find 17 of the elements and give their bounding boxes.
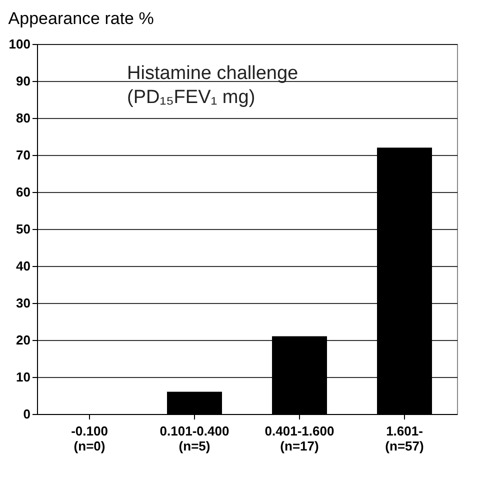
x-tick-label: 0.101-0.400 (n=5) xyxy=(160,424,230,454)
y-tick-label: 10 xyxy=(16,370,30,384)
y-tick-label: 30 xyxy=(16,296,30,310)
y-tick-label: 20 xyxy=(16,332,30,348)
y-tick-label: 90 xyxy=(16,74,30,88)
chart-title: Appearance rate % xyxy=(8,9,154,28)
y-tick-label: 70 xyxy=(16,148,30,162)
x-tick-label: -0.100 (n=0) xyxy=(71,424,108,454)
y-tick-label: 60 xyxy=(16,184,30,200)
x-tick-label: 1.601- (n=57) xyxy=(385,424,424,454)
annotation: Histamine challenge (PD₁₅FEV₁ mg) xyxy=(127,63,298,108)
y-tick-label: 40 xyxy=(16,258,30,274)
y-tick-label: 0 xyxy=(23,406,30,422)
x-tick-label: 0.401-1.600 (n=17) xyxy=(264,424,334,454)
y-tick-label: 80 xyxy=(16,110,30,126)
y-tick-label: 50 xyxy=(16,222,30,236)
y-tick-label: 100 xyxy=(8,36,30,52)
